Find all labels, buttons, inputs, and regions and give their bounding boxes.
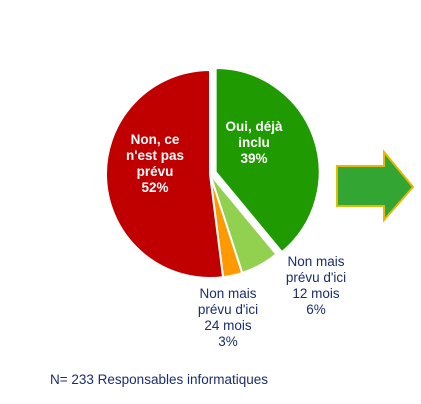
slice-label-line: Non mais xyxy=(287,254,345,269)
right-arrow-icon xyxy=(336,149,415,223)
slice-label-line: inclu xyxy=(238,135,270,150)
slice-label-non-ce-nest-pas-prevu: Non, ce n'est pas prévu 52% xyxy=(110,132,200,196)
slice-label-oui-deja-inclu: Oui, déjà inclu 39% xyxy=(214,119,294,167)
slice-label-prevu-12-mois: Non mais prévu d'ici 12 mois 6% xyxy=(274,254,358,318)
slice-percent: 52% xyxy=(141,180,169,195)
slice-label-line: 12 mois xyxy=(292,286,340,301)
pie-slice-3 xyxy=(105,68,225,279)
pie-slices xyxy=(105,66,321,279)
slice-percent: 3% xyxy=(218,334,238,349)
slice-label-line: Oui, déjà xyxy=(225,119,283,134)
slice-label-line: Non, ce xyxy=(130,132,180,147)
slice-label-line: 24 mois xyxy=(204,318,252,333)
slice-label-line: Non mais xyxy=(199,286,257,301)
slice-percent: 6% xyxy=(306,302,326,317)
pie-slice-0 xyxy=(214,66,321,254)
slice-label-line: n'est pas xyxy=(126,148,184,163)
slice-label-line: prévu xyxy=(136,164,174,179)
sample-size-footnote: N= 233 Responsables informatiques xyxy=(50,372,269,387)
slice-label-prevu-24-mois: Non mais prévu d'ici 24 mois 3% xyxy=(186,286,270,350)
slice-percent: 39% xyxy=(240,151,268,166)
slice-label-line: prévu d'ici xyxy=(197,302,259,317)
slice-label-line: prévu d'ici xyxy=(285,270,347,285)
